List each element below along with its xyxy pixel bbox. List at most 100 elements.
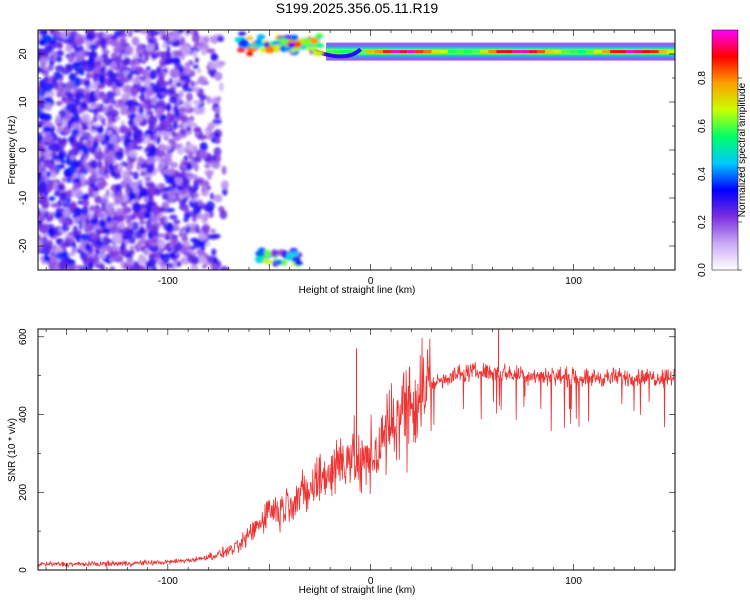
burst-blob bbox=[289, 34, 299, 41]
noise-blob bbox=[162, 144, 172, 151]
spectrogram-y-tick-label: 10 bbox=[18, 96, 29, 108]
noise-blob bbox=[47, 144, 58, 152]
snr-panel: -100 0 100 0 200 400 600 Height of straight li… bbox=[7, 328, 676, 596]
noise-blob bbox=[78, 244, 86, 251]
noise-blob bbox=[117, 162, 124, 171]
noise-blob bbox=[67, 218, 74, 226]
noise-blob bbox=[144, 247, 150, 253]
tone-line-core bbox=[358, 50, 367, 54]
noise-blob bbox=[74, 93, 81, 99]
aliased-blob bbox=[270, 249, 279, 258]
noise-blob bbox=[210, 68, 216, 78]
colorbar-frame bbox=[711, 29, 739, 271]
noise-blob bbox=[166, 58, 176, 65]
noise-blob bbox=[94, 195, 103, 204]
noise-blob bbox=[98, 74, 106, 85]
spectrogram-y-tick-label: 0 bbox=[18, 147, 29, 153]
noise-blob bbox=[146, 86, 154, 97]
noise-blob bbox=[141, 102, 150, 109]
noise-blob bbox=[144, 98, 152, 104]
noise-blob bbox=[78, 136, 84, 145]
noise-blob bbox=[200, 242, 206, 252]
noise-blob bbox=[213, 233, 221, 239]
noise-blob bbox=[124, 235, 130, 240]
noise-blob bbox=[117, 191, 123, 198]
noise-blob bbox=[198, 106, 205, 115]
noise-blob bbox=[206, 48, 216, 54]
noise-blob bbox=[122, 206, 132, 214]
noise-blob bbox=[64, 91, 73, 96]
noise-blob bbox=[210, 263, 218, 270]
noise-blob bbox=[121, 241, 126, 251]
noise-blob bbox=[38, 223, 48, 233]
noise-blob bbox=[66, 189, 74, 198]
noise-blob bbox=[219, 266, 230, 270]
noise-blob bbox=[46, 255, 51, 263]
noise-blob bbox=[71, 247, 76, 257]
noise-blob bbox=[167, 262, 174, 269]
noise-blob bbox=[151, 97, 157, 106]
noise-blob bbox=[162, 186, 171, 193]
burst-blob bbox=[305, 46, 318, 52]
aliased-blob bbox=[289, 251, 299, 257]
noise-blob bbox=[38, 172, 43, 182]
noise-blob bbox=[210, 228, 216, 234]
noise-blob bbox=[155, 150, 166, 158]
aliased-blob bbox=[291, 256, 301, 263]
noise-blob bbox=[135, 45, 146, 55]
tone-line-core bbox=[569, 50, 578, 54]
noise-blob bbox=[146, 156, 156, 163]
noise-blob bbox=[94, 60, 102, 66]
tone-line-core bbox=[553, 50, 562, 54]
noise-blob bbox=[160, 253, 170, 264]
noise-blob bbox=[78, 107, 84, 114]
noise-blob bbox=[38, 98, 45, 109]
noise-blob bbox=[55, 114, 62, 124]
noise-blob bbox=[220, 180, 229, 190]
noise-blob bbox=[138, 191, 149, 198]
noise-blob bbox=[197, 233, 208, 241]
noise-blob bbox=[155, 130, 161, 137]
noise-blob bbox=[166, 207, 176, 213]
noise-blob bbox=[78, 45, 84, 53]
tone-line-core bbox=[415, 50, 424, 54]
noise-blob bbox=[162, 104, 168, 110]
snr-y-label: SNR (10 * v/v) bbox=[7, 418, 18, 482]
noise-blob bbox=[157, 260, 164, 266]
tone-line-core bbox=[464, 50, 473, 54]
tone-line-core bbox=[399, 50, 408, 54]
noise-blob bbox=[135, 129, 143, 139]
noise-blob bbox=[205, 128, 210, 137]
noise-blob bbox=[70, 122, 81, 130]
noise-blob bbox=[119, 37, 127, 48]
noise-blob bbox=[204, 169, 215, 176]
tone-line-core bbox=[666, 50, 675, 54]
noise-blob bbox=[198, 42, 207, 51]
noise-blob bbox=[182, 203, 190, 214]
noise-blob bbox=[151, 204, 161, 214]
noise-blob bbox=[199, 142, 208, 152]
noise-blob bbox=[127, 30, 133, 38]
burst-blob bbox=[256, 34, 266, 41]
noise-blob bbox=[72, 225, 79, 234]
noise-blob bbox=[212, 119, 223, 124]
noise-blob bbox=[94, 136, 99, 142]
noise-blob bbox=[108, 266, 116, 270]
noise-blob bbox=[132, 30, 142, 33]
noise-blob bbox=[85, 180, 90, 185]
noise-blob bbox=[145, 43, 155, 52]
noise-blob bbox=[175, 82, 182, 88]
noise-blob bbox=[38, 120, 43, 129]
noise-blob bbox=[105, 155, 111, 161]
noise-blob bbox=[39, 57, 49, 65]
colorbar-tick-label: 0.8 bbox=[697, 71, 708, 85]
noise-blob bbox=[193, 162, 199, 172]
noise-blob bbox=[198, 255, 207, 264]
noise-blob bbox=[81, 122, 86, 131]
noise-blob bbox=[189, 174, 199, 179]
noise-blob bbox=[64, 63, 74, 69]
burst-blob bbox=[264, 46, 276, 54]
noise-blob bbox=[88, 224, 94, 232]
noise-blob bbox=[84, 67, 94, 73]
